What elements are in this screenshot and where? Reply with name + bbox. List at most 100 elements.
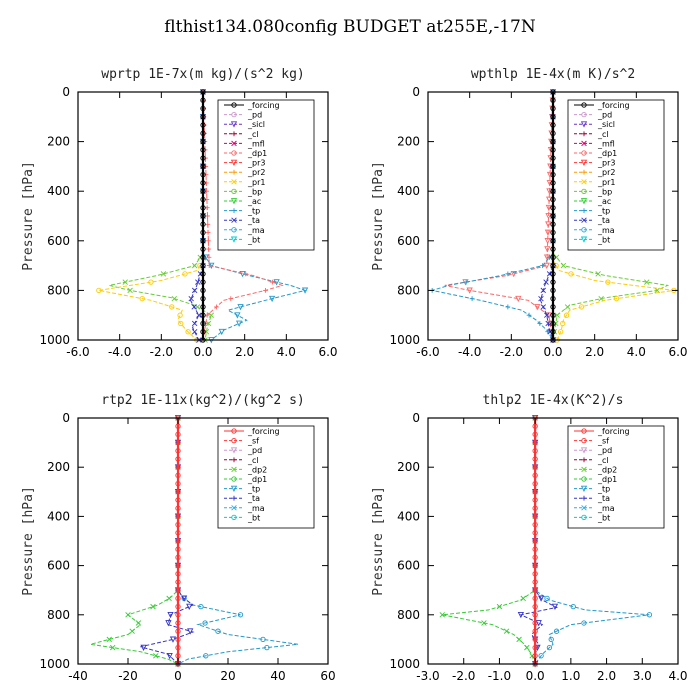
- x-tick-label: 4.0: [627, 345, 646, 359]
- data-point: [505, 271, 511, 277]
- legend-marker: [231, 179, 237, 185]
- data-point: [175, 472, 181, 479]
- data-point: [544, 237, 551, 245]
- legend-marker: [581, 428, 587, 434]
- series-line-dp1: [90, 418, 179, 665]
- legend-marker: [231, 476, 237, 482]
- data-point: [200, 296, 206, 302]
- data-point: [175, 464, 181, 470]
- legend-marker: [230, 236, 238, 243]
- data-point: [237, 612, 244, 618]
- legend-marker: [581, 457, 587, 463]
- legend-box: [217, 99, 315, 251]
- data-point: [532, 554, 538, 561]
- data-point: [550, 238, 556, 244]
- data-point: [175, 562, 181, 569]
- data-point: [532, 562, 538, 569]
- legend-marker: [581, 131, 587, 137]
- x-tick-label: 2.0: [597, 669, 616, 683]
- data-point: [166, 595, 172, 602]
- data-point: [544, 595, 550, 602]
- data-point: [206, 246, 212, 252]
- data-point: [195, 279, 201, 285]
- data-point: [175, 513, 181, 520]
- legend-label: _sicl: [247, 120, 265, 129]
- data-point: [208, 312, 215, 318]
- data-point: [200, 254, 206, 260]
- legend-marker: [581, 217, 587, 223]
- y-tick-label: 600: [47, 234, 70, 248]
- data-point: [125, 612, 131, 618]
- data-point: [550, 138, 556, 145]
- data-point: [200, 180, 206, 186]
- legend-label: _dp1: [597, 149, 617, 158]
- data-point: [532, 456, 538, 462]
- legend-label: _forcing: [247, 101, 280, 110]
- legend-marker: [230, 121, 238, 128]
- legend-label: _bt: [597, 235, 610, 244]
- legend-label: _pd: [247, 446, 262, 455]
- data-point: [200, 105, 206, 112]
- data-point: [200, 238, 206, 244]
- legend-label: _pd: [597, 111, 612, 120]
- y-tick-label: 1000: [389, 333, 420, 347]
- data-point: [516, 636, 522, 643]
- data-point: [167, 611, 174, 619]
- legend-marker: [231, 102, 237, 108]
- data-point: [654, 287, 660, 294]
- data-point: [550, 114, 556, 120]
- data-point: [532, 644, 538, 651]
- data-point: [175, 448, 181, 454]
- data-point: [200, 329, 206, 335]
- legend-marker: [231, 217, 237, 223]
- data-point: [175, 480, 181, 487]
- data-point: [175, 644, 181, 651]
- data-point: [466, 287, 473, 294]
- legend-marker: [231, 428, 237, 434]
- data-point: [243, 271, 249, 277]
- data-point: [200, 114, 206, 120]
- data-point: [268, 295, 276, 303]
- series-line-tp: [432, 92, 554, 341]
- data-point: [532, 579, 538, 585]
- data-point: [153, 653, 159, 659]
- legend-label: _forcing: [597, 427, 630, 436]
- data-point: [543, 262, 550, 270]
- legend-label: _ta: [247, 216, 260, 225]
- data-point: [139, 296, 145, 302]
- series-line-dp1: [202, 91, 284, 341]
- legend-label: _dp1: [247, 149, 267, 158]
- legend-marker: [581, 514, 587, 521]
- data-point: [545, 329, 551, 335]
- legend-label: _ta: [597, 494, 610, 503]
- legend-marker: [231, 437, 237, 444]
- chart-panel-3: rtp2 1E-11x(kg^2)/(kg^2 s) Pressure [hPa]…: [21, 393, 336, 683]
- data-point: [191, 304, 197, 310]
- data-point: [106, 636, 112, 643]
- data-point: [568, 271, 574, 277]
- y-tick-label: 1000: [39, 333, 70, 347]
- data-point: [205, 238, 211, 244]
- y-tick-label: 800: [47, 283, 70, 297]
- y-tick-label: 1000: [39, 657, 70, 671]
- data-point: [175, 628, 181, 634]
- data-point: [550, 213, 556, 219]
- data-point: [200, 97, 206, 103]
- legend-label: _cl: [247, 130, 259, 139]
- legend-marker: [581, 102, 587, 108]
- x-tick-label: 0.0: [193, 345, 212, 359]
- legend-label: _ac: [597, 197, 611, 206]
- data-point: [200, 213, 206, 219]
- chart-panel-2: wpthlp 1E-4x(m K)/s^2 Pressure [hPa] -6.0 -…: [371, 67, 688, 359]
- x-tick-label: 6.0: [668, 345, 687, 359]
- data-point: [564, 304, 571, 310]
- data-point: [545, 320, 551, 327]
- x-tick-label: 4.0: [277, 345, 296, 359]
- legend-marker: [581, 140, 587, 147]
- data-point: [532, 612, 538, 618]
- data-point: [532, 439, 538, 446]
- legend-label: _bp: [247, 187, 262, 196]
- data-point: [550, 287, 556, 294]
- data-point: [550, 329, 556, 335]
- data-point: [546, 196, 553, 203]
